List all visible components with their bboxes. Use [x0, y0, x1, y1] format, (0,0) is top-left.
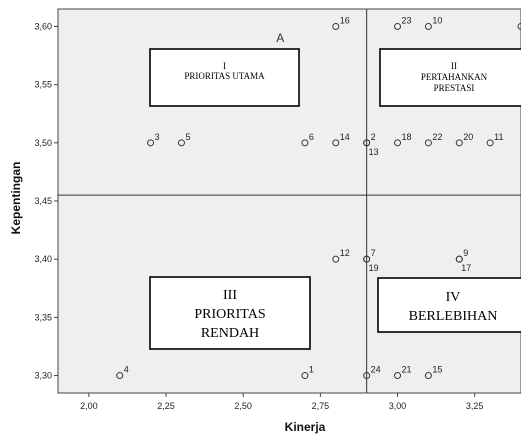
reference-lines	[58, 9, 521, 393]
data-point-label: 21	[402, 365, 412, 375]
data-point	[394, 22, 402, 30]
data-point-label: 6	[309, 132, 314, 142]
data-point-label: 1	[309, 365, 314, 375]
data-point	[455, 255, 463, 263]
y-tick-label: 3,50	[34, 138, 52, 148]
data-point-label: 10	[432, 15, 442, 25]
quadrant-q1-line-2: PRIORITAS UTAMA	[184, 71, 265, 81]
data-point	[424, 372, 432, 380]
data-point-label: 16	[340, 15, 350, 25]
data-point	[394, 139, 402, 147]
data-point	[332, 22, 340, 30]
data-point-label: 5	[185, 132, 190, 142]
data-point	[363, 372, 371, 380]
x-tick-label: 3,00	[389, 401, 407, 411]
x-tick-label: 2,50	[234, 401, 252, 411]
data-point-label: 7	[371, 248, 376, 258]
y-tick-label: 3,35	[34, 312, 52, 322]
data-point	[116, 372, 124, 380]
data-point-label: 15	[432, 365, 442, 375]
quadrant-q3-line-1: III	[223, 288, 237, 303]
y-tick-label: 3,40	[34, 254, 52, 264]
quadrant-box-q2: II PERTAHANKAN PRESTASI	[379, 48, 521, 107]
data-point-label: 18	[402, 132, 412, 142]
quadrant-q3-line-3: RENDAH	[201, 326, 259, 341]
y-tick-label: 3,45	[34, 196, 52, 206]
annotation-a: A	[276, 31, 284, 45]
data-point-label: 22	[432, 132, 442, 142]
y-tick-label: 3,55	[34, 80, 52, 90]
quadrant-q4-line-2: BERLEBIHAN	[409, 309, 498, 324]
data-point-label: 2	[371, 132, 376, 142]
data-point	[455, 139, 463, 147]
quadrant-q3-line-2: PRIORITAS	[194, 307, 265, 322]
y-axis-title: Kepentingan	[9, 162, 23, 235]
data-point	[301, 372, 309, 380]
data-point-label: 24	[371, 365, 381, 375]
y-tick-label: 3,60	[34, 21, 52, 31]
data-point	[332, 139, 340, 147]
data-point	[147, 139, 155, 147]
quadrant-q1-line-1: I	[223, 61, 226, 71]
data-point	[177, 139, 185, 147]
x-tick-label: 2,25	[157, 401, 175, 411]
data-point-label: 12	[340, 248, 350, 258]
data-point-label: 11	[494, 132, 503, 142]
data-point-label: 3	[155, 132, 160, 142]
data-point-label: 23	[402, 15, 412, 25]
quadrant-q2-line-1: II	[451, 61, 457, 71]
quadrant-q4-line-1: IV	[446, 290, 461, 305]
data-point-label: 9	[463, 248, 468, 258]
data-point	[332, 255, 340, 263]
data-point	[486, 139, 494, 147]
data-point	[363, 255, 371, 263]
quadrant-box-q4: IV BERLEBIHAN	[377, 277, 521, 333]
quadrant-box-q3: III PRIORITAS RENDAH	[149, 276, 311, 350]
x-axis-title: Kinerja	[285, 420, 326, 434]
data-point	[363, 139, 371, 147]
data-point	[424, 22, 432, 30]
quadrant-q2-line-2: PERTAHANKAN	[421, 72, 488, 82]
data-point-label: 19	[369, 263, 379, 273]
x-tick-label: 3,25	[466, 401, 484, 411]
quadrant-q2-line-3: PRESTASI	[434, 83, 475, 93]
data-point-label: 14	[340, 132, 350, 142]
data-point	[394, 372, 402, 380]
data-point-label: 17	[461, 263, 471, 273]
data-point-label: 4	[124, 365, 129, 375]
y-tick-label: 3,30	[34, 371, 52, 381]
x-tick-label: 2,75	[312, 401, 330, 411]
quadrant-box-q1: I PRIORITAS UTAMA	[149, 48, 300, 107]
y-axis: 3,60 3,55 3,50 3,45 3,40 3,35 3,30	[34, 21, 58, 381]
x-tick-label: 2,00	[80, 401, 98, 411]
data-points	[116, 22, 521, 380]
data-point-label: 13	[369, 147, 379, 157]
data-point	[424, 139, 432, 147]
data-point-label: 20	[463, 132, 473, 142]
data-point	[301, 139, 309, 147]
x-axis: 2,00 2,25 2,50 2,75 3,00 3,25	[80, 393, 483, 411]
data-point	[517, 22, 521, 30]
